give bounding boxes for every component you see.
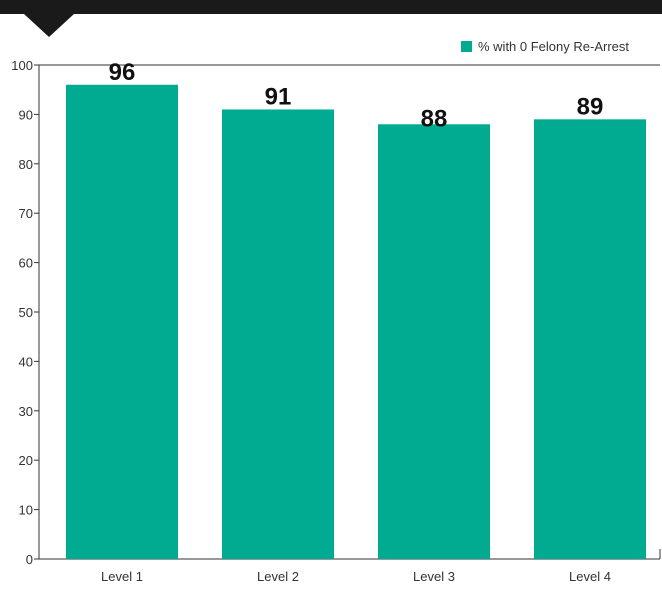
y-tick-label: 40 (19, 354, 33, 369)
legend-label: % with 0 Felony Re-Arrest (478, 39, 629, 54)
y-tick-label: 90 (19, 107, 33, 122)
data-label: 88 (421, 105, 448, 132)
legend: % with 0 Felony Re-Arrest (461, 39, 629, 54)
top-band-pointer (24, 14, 74, 37)
y-tick-label: 100 (11, 58, 33, 73)
x-tick-label: Level 3 (413, 569, 455, 584)
y-tick-label: 0 (26, 552, 33, 567)
x-axis: Level 1 Level 2 Level 3 Level 4 (101, 569, 611, 584)
x-tick-label: Level 1 (101, 569, 143, 584)
legend-swatch (461, 41, 472, 52)
bar (66, 84, 178, 559)
data-label: 91 (265, 83, 292, 110)
y-tick-label: 10 (19, 503, 33, 518)
x-tick-label: Level 2 (257, 569, 299, 584)
bar (378, 124, 490, 559)
y-axis: 0 10 20 30 40 50 60 70 80 90 100 (11, 58, 39, 567)
data-label: 96 (109, 59, 136, 86)
top-band (0, 0, 662, 14)
y-tick-label: 70 (19, 206, 33, 221)
y-tick-label: 60 (19, 256, 33, 271)
bar (222, 109, 334, 560)
y-tick-label: 50 (19, 305, 33, 320)
bar (534, 119, 646, 559)
y-tick-label: 20 (19, 453, 33, 468)
y-tick-label: 30 (19, 404, 33, 419)
data-label: 89 (577, 93, 604, 120)
bars (66, 84, 646, 560)
x-tick-label: Level 4 (569, 569, 611, 584)
y-tick-label: 80 (19, 157, 33, 172)
data-labels: 96 91 88 89 (109, 59, 604, 133)
